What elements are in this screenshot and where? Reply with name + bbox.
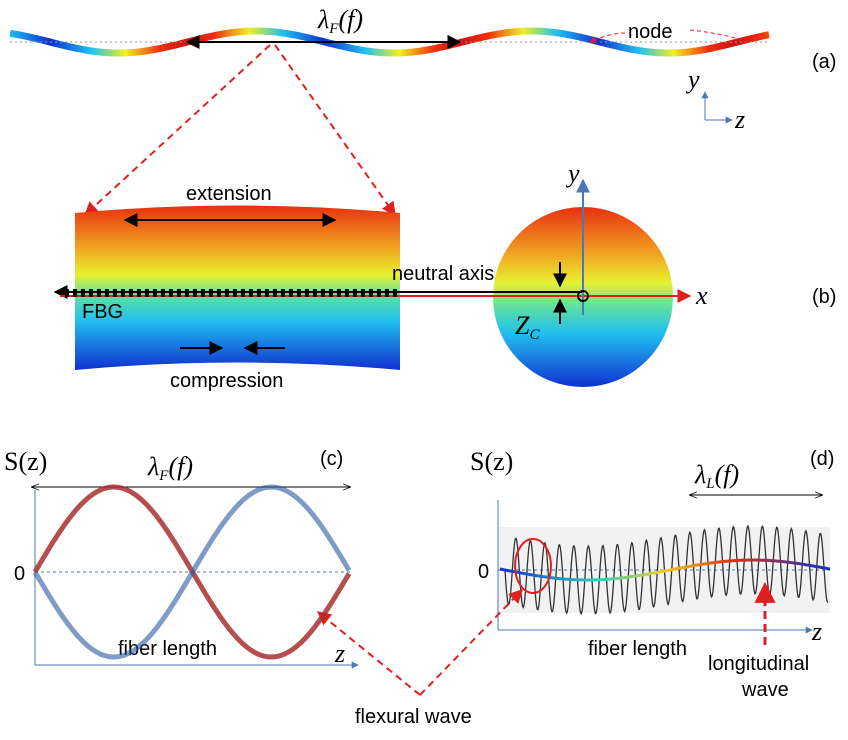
fiber-section: [75, 205, 400, 370]
extension-label: extension: [186, 183, 272, 205]
neutral-axis-label: neutral axis: [392, 263, 494, 285]
shapes: [9, 27, 770, 57]
compression-label: compression: [170, 370, 283, 392]
highlight-circle: [514, 538, 552, 594]
panel-label: (d): [810, 448, 834, 470]
flexural-label: flexural wave: [355, 706, 472, 728]
argument: (f): [715, 460, 740, 489]
axis-label: z: [734, 105, 745, 134]
axis-label: z: [334, 639, 345, 668]
subscript: C: [529, 327, 540, 343]
panel-label: (a): [812, 51, 836, 73]
y-label: S(z): [470, 447, 513, 476]
axis-label: x: [695, 281, 708, 310]
flexural-wave: [499, 558, 831, 582]
mode-shape: [32, 484, 352, 660]
wavelength-label: λF(f): [317, 5, 363, 37]
subscript: F: [158, 468, 169, 484]
flexural-arrow: [316, 611, 421, 696]
symbol: Z: [515, 311, 530, 340]
longitudinal-wave: [504, 524, 829, 616]
subscript: L: [705, 476, 714, 492]
fiber: [9, 27, 770, 57]
node-arrow: [689, 29, 751, 44]
zero-label: 0: [478, 561, 489, 583]
node-label: node: [628, 21, 673, 43]
axis-label: z: [811, 617, 822, 646]
subscript: F: [328, 21, 339, 37]
panel-label: (c): [320, 448, 343, 470]
waves: [499, 524, 831, 616]
axis-label: y: [685, 65, 700, 94]
y-label: S(z): [4, 447, 47, 476]
argument: (f): [338, 5, 363, 34]
longitudinal-label: longitudinal: [708, 653, 809, 675]
longitudinal-label: wave: [741, 679, 789, 701]
argument: (f): [168, 452, 193, 481]
origin: [577, 290, 589, 302]
node-arrow: [589, 32, 626, 43]
symbol: λ: [147, 452, 159, 481]
offset-label: ZC: [515, 311, 540, 343]
symbol: λ: [317, 5, 329, 34]
zoom-line: [83, 44, 271, 216]
x-label: fiber length: [588, 638, 687, 660]
zoom-line: [274, 44, 396, 217]
fbg-label: FBG: [82, 301, 123, 323]
panel-label: (b): [812, 286, 836, 308]
flexural-arrow: [419, 588, 523, 696]
symbol: λ: [694, 460, 706, 489]
wavelength-label: λL(f): [694, 460, 739, 492]
zero-label: 0: [14, 563, 25, 585]
axis-label: y: [565, 159, 580, 188]
wavelength-label: λF(f): [147, 452, 193, 484]
